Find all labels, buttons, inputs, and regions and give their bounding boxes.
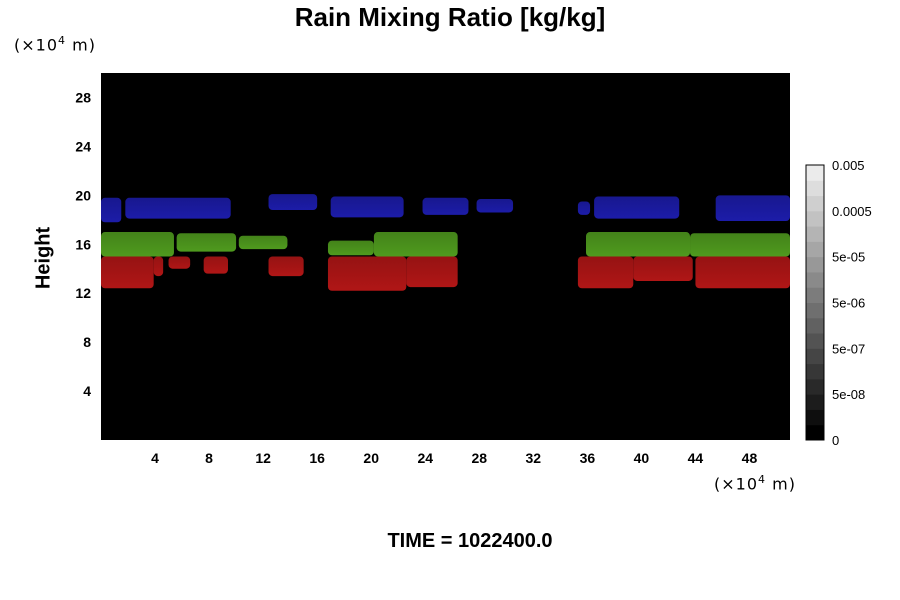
data-band-2-segment-9	[695, 256, 790, 289]
data-band-1-segment-5	[586, 232, 691, 257]
x-tick-label-28: 28	[471, 450, 487, 466]
data-band-2-segment-4	[268, 256, 304, 277]
data-band-2-segment-5	[327, 256, 407, 291]
colorbar-label-5: 0.0005	[832, 204, 872, 219]
x-tick-label-48: 48	[742, 450, 758, 466]
data-band-0-segment-8	[715, 195, 790, 222]
data-band-0-segment-5	[476, 199, 514, 213]
colorbar-swatch-0	[806, 424, 824, 441]
data-band-2-segment-8	[633, 256, 693, 281]
colorbar-swatch-17	[806, 165, 824, 181]
x-unit-suffix: m)	[766, 474, 796, 494]
y-tick-label-12: 12	[75, 285, 91, 301]
colorbar-swatch-12	[806, 241, 824, 258]
data-band-2-segment-6	[406, 256, 458, 288]
x-tick-label-36: 36	[580, 450, 596, 466]
colorbar-frame	[805, 164, 825, 441]
data-band-1-segment-1	[176, 233, 237, 252]
colorbar-swatch-8	[806, 302, 824, 319]
data-band-0-segment-6	[577, 201, 591, 215]
colorbar-swatch-9	[806, 287, 824, 303]
colorbar-label-1: 5e-08	[832, 387, 865, 402]
x-unit-exponent: 4	[758, 473, 767, 486]
chart-title: Rain Mixing Ratio [kg/kg]	[294, 2, 606, 32]
x-tick-label-20: 20	[363, 450, 379, 466]
x-tick-label-32: 32	[526, 450, 542, 466]
colorbar-swatch-5	[806, 348, 824, 365]
time-label: TIME = 1022400.0	[387, 530, 553, 552]
x-tick-label-16: 16	[309, 450, 325, 466]
data-band-0-segment-1	[125, 197, 231, 219]
y-tick-label-20: 20	[75, 187, 91, 203]
y-tick-label-24: 24	[75, 138, 91, 154]
data-band-1-segment-6	[690, 233, 790, 257]
data-band-0-segment-7	[594, 196, 680, 219]
colorbar-swatch-2	[806, 394, 824, 410]
y-tick-label-4: 4	[83, 383, 91, 399]
data-band-0-segment-0	[101, 197, 122, 223]
data-band-2-segment-2	[168, 256, 191, 269]
colorbar-label-6: 0.005	[832, 158, 865, 173]
data-band-1-segment-4	[373, 232, 458, 257]
colorbar-label-0: 0	[832, 433, 839, 448]
x-tick-label-12: 12	[255, 450, 271, 466]
y-tick-label-16: 16	[75, 236, 91, 252]
colorbar-swatch-14	[806, 210, 824, 227]
colorbar-swatch-7	[806, 317, 824, 334]
data-band-2-segment-3	[203, 256, 228, 274]
data-band-2-segment-7	[577, 256, 634, 289]
data-band-0-segment-3	[330, 196, 404, 218]
data-band-1-segment-0	[101, 232, 174, 257]
data-band-1-segment-2	[238, 235, 288, 250]
x-tick-label-44: 44	[688, 450, 704, 466]
colorbar-swatch-10	[806, 271, 824, 288]
y-unit-prefix: (×10	[14, 35, 59, 55]
colorbar-swatch-3	[806, 378, 824, 395]
y-axis-unit: (×104 m)	[14, 34, 96, 54]
x-axis-unit: (×104 m)	[714, 473, 796, 493]
y-unit-suffix: m)	[66, 35, 96, 55]
colorbar-swatch-11	[806, 256, 824, 273]
y-tick-label-28: 28	[75, 89, 91, 105]
colorbar-swatch-15	[806, 195, 824, 212]
data-band-1-segment-3	[327, 240, 374, 256]
colorbar-swatch-1	[806, 409, 824, 426]
colorbar-swatch-13	[806, 226, 824, 242]
colorbar-swatch-16	[806, 180, 824, 197]
y-tick-label-8: 8	[83, 334, 91, 350]
colorbar-swatch-4	[806, 363, 824, 380]
colorbar-label-2: 5e-07	[832, 341, 865, 356]
colorbar-swatch-6	[806, 333, 824, 349]
y-unit-exponent: 4	[58, 34, 67, 47]
data-band-2-segment-0	[101, 256, 154, 289]
x-tick-label-40: 40	[634, 450, 650, 466]
x-unit-prefix: (×10	[714, 474, 759, 494]
x-tick-label-8: 8	[205, 450, 213, 466]
colorbar-label-4: 5e-05	[832, 250, 865, 265]
data-band-0-segment-2	[268, 194, 318, 211]
x-tick-label-24: 24	[417, 450, 433, 466]
data-band-2-segment-1	[153, 256, 164, 277]
x-tick-label-4: 4	[151, 450, 159, 466]
colorbar-label-3: 5e-06	[832, 296, 865, 311]
data-band-0-segment-4	[422, 197, 469, 215]
